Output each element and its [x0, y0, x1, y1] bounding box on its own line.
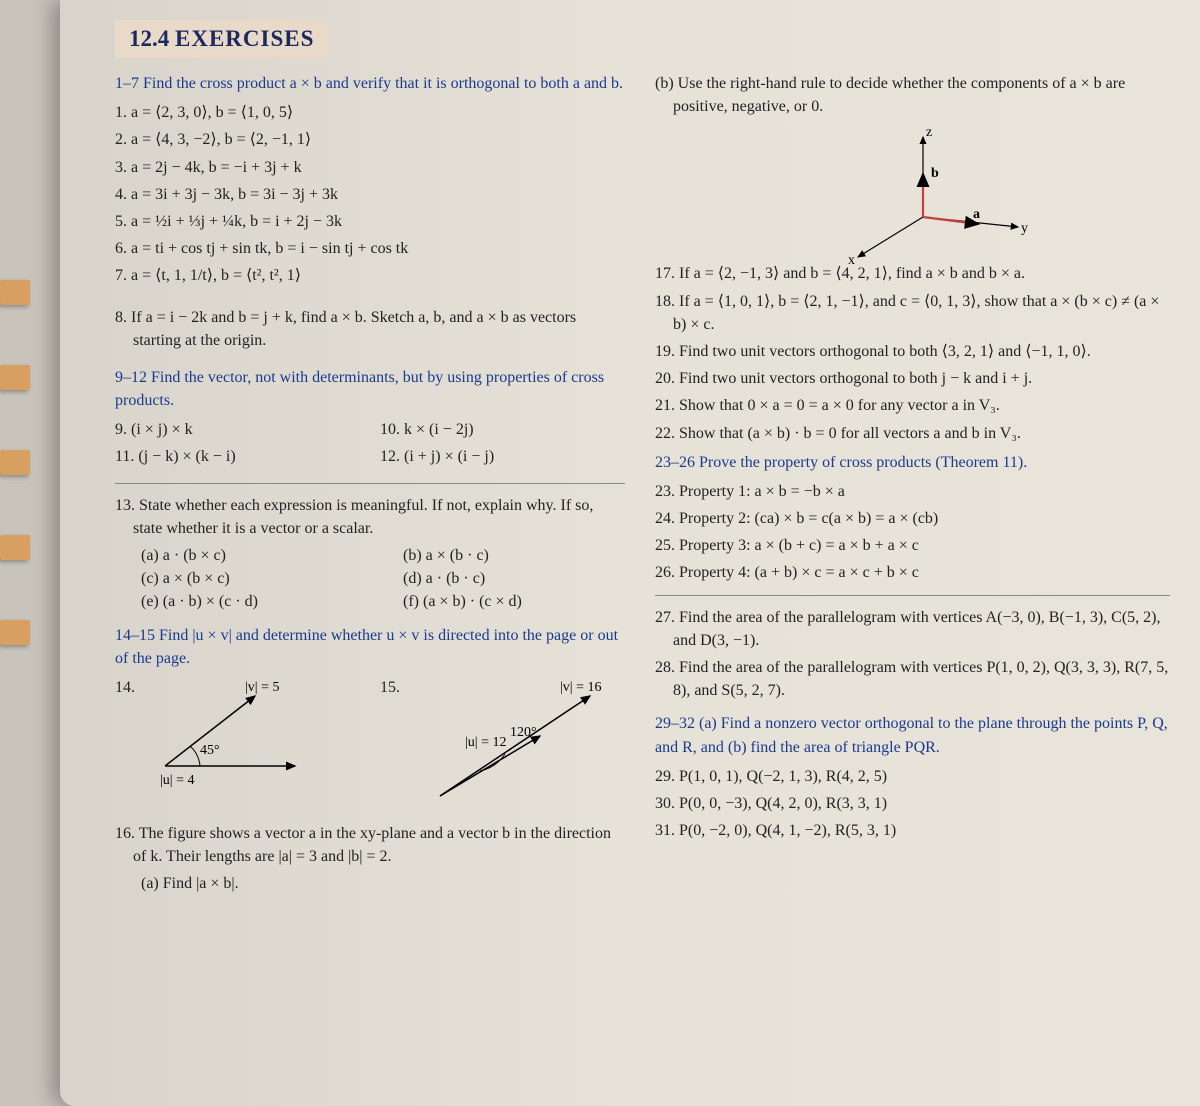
tab	[0, 620, 30, 645]
subpart: (b) a × (b · c)	[403, 544, 625, 567]
z-label: z	[926, 125, 932, 140]
subpart: (f) (a × b) · (c × d)	[403, 590, 625, 613]
diagrams-row: 14. |v| = 5 45° |u| = 4	[115, 676, 625, 806]
problem-number: 14.	[115, 676, 135, 699]
group-instruction: 29–32 (a) Find a nonzero vector orthogon…	[655, 712, 1170, 758]
u-label: |u| = 4	[160, 773, 195, 788]
a-label: a	[973, 207, 980, 222]
divider	[115, 483, 625, 484]
problem: 3. a = 2j − 4k, b = −i + 3j + k	[115, 156, 625, 179]
problem: 18. If a = ⟨1, 0, 1⟩, b = ⟨2, 1, −1⟩, an…	[655, 290, 1170, 336]
x-label: x	[848, 253, 855, 268]
section-title: EXERCISES	[175, 26, 314, 51]
problem: 10. k × (i − 2j)	[380, 418, 625, 441]
u-label: |u| = 12	[465, 735, 507, 750]
problem: 31. P(0, −2, 0), Q(4, 1, −2), R(5, 3, 1)	[655, 819, 1170, 842]
v-label: |v| = 5	[245, 680, 280, 695]
problem: 27. Find the area of the parallelogram w…	[655, 606, 1170, 652]
problem: 9. (i × j) × k	[115, 418, 360, 441]
v-label: |v| = 16	[560, 680, 602, 695]
angle-label: 120°	[510, 725, 537, 740]
group-instruction: 1–7 Find the cross product a × b and ver…	[115, 72, 625, 95]
tab	[0, 365, 30, 390]
subpart: (e) (a · b) × (c · d)	[141, 590, 363, 613]
sub-row: (e) (a · b) × (c · d) (f) (a × b) · (c ×…	[115, 590, 625, 613]
group-instruction: 23–26 Prove the property of cross produc…	[655, 451, 1170, 474]
sub-row: (a) a · (b × c) (b) a × (b · c)	[115, 544, 625, 567]
problem: 20. Find two unit vectors orthogonal to …	[655, 367, 1170, 390]
tab	[0, 450, 30, 475]
problem: 12. (i + j) × (i − j)	[380, 445, 625, 468]
problem: 19. Find two unit vectors orthogonal to …	[655, 340, 1170, 363]
problem: 25. Property 3: a × (b + c) = a × b + a …	[655, 534, 1170, 557]
problem: 28. Find the area of the parallelogram w…	[655, 656, 1170, 702]
problem: 21. Show that 0 × a = 0 = a × 0 for any …	[655, 394, 1170, 417]
columns: 1–7 Find the cross product a × b and ver…	[115, 72, 1170, 896]
problem: 11. (j − k) × (k − i)	[115, 445, 360, 468]
section-header: 12.4 EXERCISES	[115, 20, 328, 58]
problem: 1. a = ⟨2, 3, 0⟩, b = ⟨1, 0, 5⟩	[115, 101, 625, 124]
problem: 26. Property 4: (a + b) × c = a × c + b …	[655, 561, 1170, 584]
problem: 23. Property 1: a × b = −b × a	[655, 480, 1170, 503]
tab	[0, 280, 30, 305]
problem: 4. a = 3i + 3j − 3k, b = 3i − 3j + 3k	[115, 183, 625, 206]
problem: 30. P(0, 0, −3), Q(4, 2, 0), R(3, 3, 1)	[655, 792, 1170, 815]
sub-row: (c) a × (b × c) (d) a · (b · c)	[115, 567, 625, 590]
vector-diagram-15: |v| = 16 120° |u| = 12	[410, 676, 610, 806]
two-up: 9. (i × j) × k 10. k × (i − 2j)	[115, 418, 625, 445]
divider	[655, 595, 1170, 596]
group-instruction: 14–15 Find |u × v| and determine whether…	[115, 624, 625, 670]
subpart: (a) a · (b × c)	[141, 544, 363, 567]
left-column: 1–7 Find the cross product a × b and ver…	[115, 72, 625, 896]
subpart: (c) a × (b × c)	[141, 567, 363, 590]
right-column: (b) Use the right-hand rule to decide wh…	[655, 72, 1170, 896]
problem-15: 15. |v| = 16 120° |u| = 12	[380, 676, 625, 806]
problem: 13. State whether each expression is mea…	[115, 494, 625, 540]
problem-number: 15.	[380, 676, 400, 699]
problem: 7. a = ⟨t, 1, 1/t⟩, b = ⟨t², t², 1⟩	[115, 264, 625, 287]
b-label: b	[931, 166, 939, 181]
problem: 2. a = ⟨4, 3, −2⟩, b = ⟨2, −1, 1⟩	[115, 128, 625, 151]
angle-label: 45°	[200, 743, 220, 758]
textbook-page: 12.4 EXERCISES 1–7 Find the cross produc…	[60, 0, 1200, 1106]
problem: 22. Show that (a × b) · b = 0 for all ve…	[655, 422, 1170, 445]
problem: 8. If a = i − 2k and b = j + k, find a ×…	[115, 306, 625, 352]
group-instruction: 9–12 Find the vector, not with determina…	[115, 366, 625, 412]
problem: 5. a = ½i + ⅓j + ¼k, b = i + 2j − 3k	[115, 210, 625, 233]
section-number: 12.4	[129, 26, 169, 51]
problem: 16. The figure shows a vector a in the x…	[115, 822, 625, 868]
side-tabs	[0, 280, 40, 645]
problem: 6. a = ti + cos tj + sin tk, b = i − sin…	[115, 237, 625, 260]
problem: 29. P(1, 0, 1), Q(−2, 1, 3), R(4, 2, 5)	[655, 765, 1170, 788]
subpart: (d) a · (b · c)	[403, 567, 625, 590]
axis-diagram: z y x b a	[813, 122, 1013, 262]
problem: 24. Property 2: (ca) × b = c(a × b) = a …	[655, 507, 1170, 530]
vector-diagram-14: |v| = 5 45° |u| = 4	[145, 676, 325, 786]
two-up: 11. (j − k) × (k − i) 12. (i + j) × (i −…	[115, 445, 625, 472]
problem-14: 14. |v| = 5 45° |u| = 4	[115, 676, 360, 806]
subpart: (a) Find |a × b|.	[115, 872, 625, 895]
problem: (b) Use the right-hand rule to decide wh…	[655, 72, 1170, 118]
tab	[0, 535, 30, 560]
y-label: y	[1021, 221, 1028, 236]
